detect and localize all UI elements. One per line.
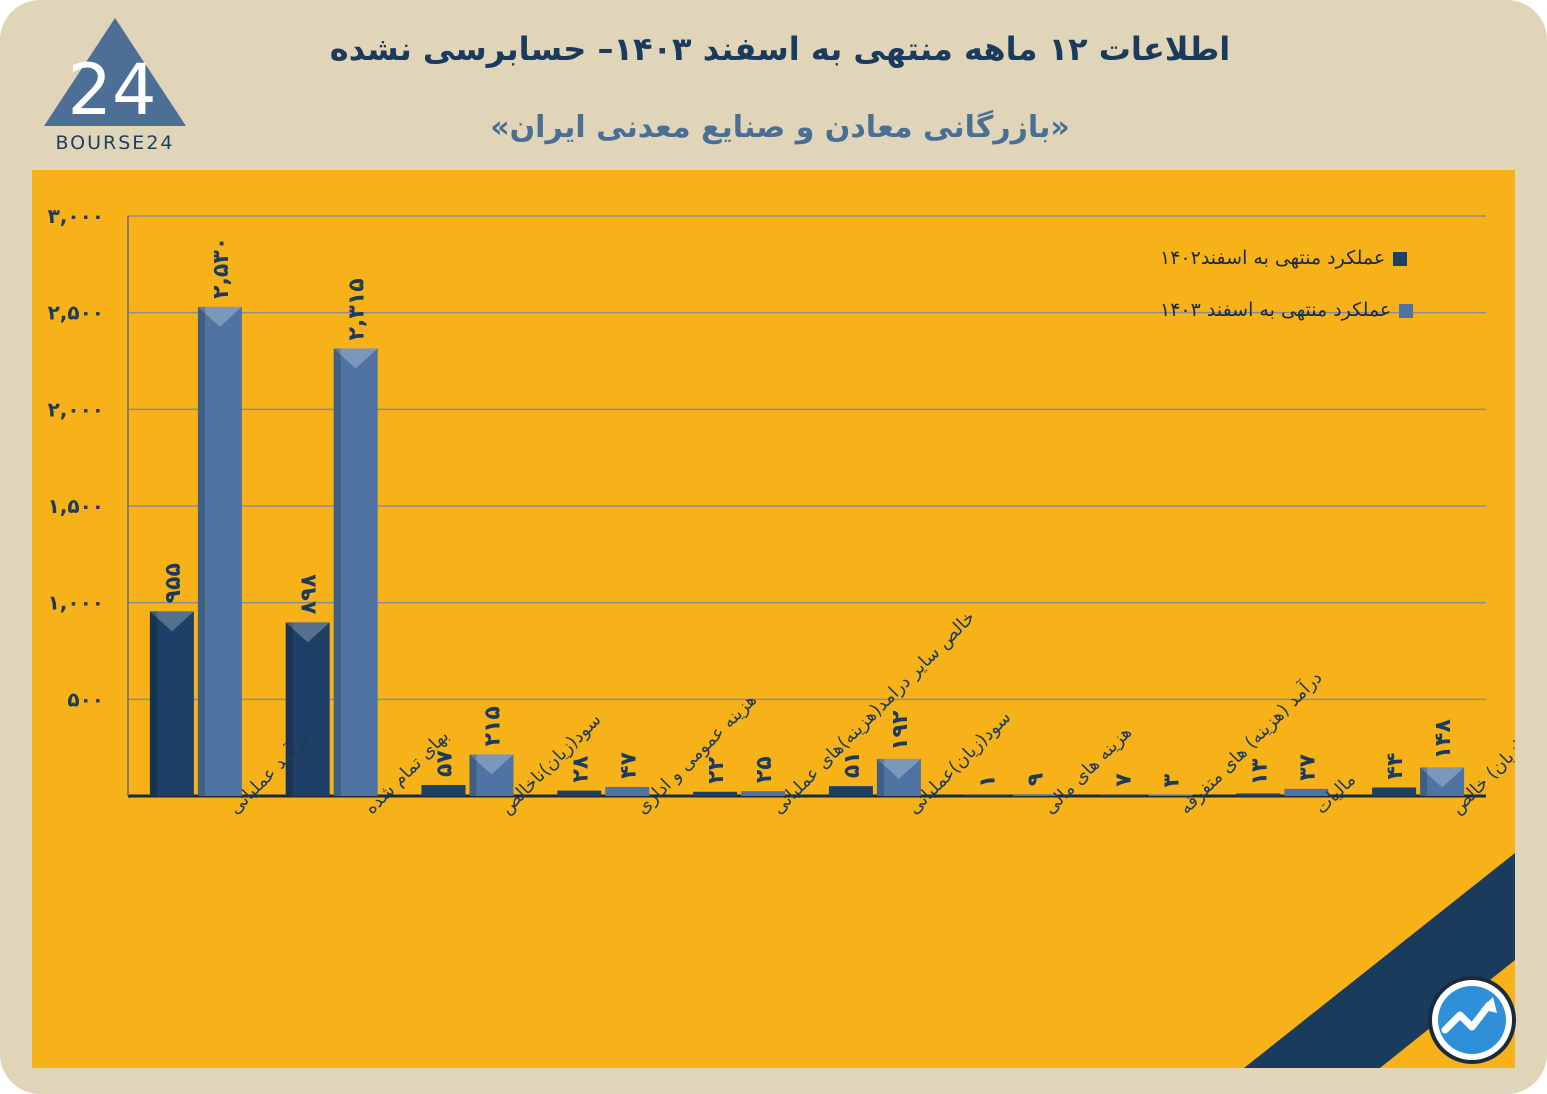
y-tick-label: ۲,۵۰۰ xyxy=(48,301,104,325)
bar-1402 xyxy=(1236,793,1281,796)
bar-value-label: ۸۹۸ xyxy=(297,574,322,615)
legend-label-1403: عملکرد منتهی به اسفند ۱۴۰۳ xyxy=(1160,299,1392,321)
bar-1402 xyxy=(1100,794,1145,796)
bar-1403 xyxy=(197,306,242,796)
bar-1402 xyxy=(964,794,1009,796)
legend-swatch-1403 xyxy=(1399,303,1414,318)
bar-value-label: ۹ xyxy=(1024,773,1049,786)
bar-shade xyxy=(1420,767,1428,796)
x-tick-label: هزینه عمومی و اداری xyxy=(632,690,761,819)
legend-item-1403: عملکرد منتهی به اسفند ۱۴۰۳ xyxy=(1160,299,1414,321)
y-tick-label: ۵۰۰ xyxy=(67,687,104,711)
bar-bevel xyxy=(469,754,514,775)
y-tick-label: ۳,۰۰۰ xyxy=(48,204,104,228)
bar-bevel xyxy=(1420,767,1465,788)
x-tick-label: سود(زیان) خالص xyxy=(1447,713,1515,819)
bar-value-label: ۲۵ xyxy=(752,756,777,783)
bar-value-label: ۱۹۲ xyxy=(888,710,913,751)
bourse24-logo: 24 xyxy=(44,18,186,131)
bar-1403 xyxy=(469,754,514,796)
legend-item-1402: عملکرد منتهی به اسفند۱۴۰۲ xyxy=(1160,247,1408,269)
y-tick-label: ۱,۵۰۰ xyxy=(48,494,104,518)
bar-bevel xyxy=(197,306,242,327)
bar-value-label: ۹۵۵ xyxy=(161,563,186,603)
trend-badge-icon xyxy=(1428,976,1516,1064)
bar-1402 xyxy=(421,784,466,796)
logo-text: BOURSE24 xyxy=(55,132,175,154)
bar-1402 xyxy=(557,790,602,796)
bar-1402 xyxy=(828,786,873,796)
bar-1403 xyxy=(605,786,650,796)
bar-value-label: ۲,۳۱۵ xyxy=(345,278,370,340)
bar-value-label: ۴۴ xyxy=(1383,753,1408,780)
bar-value-label: ۵۱ xyxy=(840,751,865,778)
chart-title: اطلاعات ۱۲ ماهه منتهی به اسفند ۱۴۰۳– حسا… xyxy=(329,30,1231,68)
logo-number: 24 xyxy=(67,49,156,131)
bar-value-label: ۲,۵۳۰ xyxy=(209,237,234,299)
bar-1403 xyxy=(333,348,378,796)
bar-1403 xyxy=(876,758,921,796)
chart-subtitle: «بازرگانی معادن و صنایع معدنی ایران» xyxy=(490,110,1070,145)
bar-shade xyxy=(876,758,884,796)
bar-1403 xyxy=(1148,794,1193,796)
bar-value-label: ۲۱۵ xyxy=(481,706,506,746)
bar-1402 xyxy=(1372,787,1417,796)
bar-value-label: ۵۷ xyxy=(433,750,458,777)
bar-1402 xyxy=(149,611,194,796)
bar-bevel xyxy=(285,622,330,643)
bar-shade xyxy=(197,306,205,796)
bar-shade xyxy=(285,622,293,796)
bar-shade xyxy=(469,754,477,796)
y-tick-label: ۲,۰۰۰ xyxy=(48,397,104,421)
bar-value-label: ۲۸ xyxy=(568,755,593,782)
bar-bevel xyxy=(149,611,194,632)
bar-value-label: ۷ xyxy=(1112,773,1137,787)
bar-1403 xyxy=(1420,767,1465,796)
bar-shade xyxy=(333,348,341,796)
bar-shade xyxy=(149,611,157,796)
bar-value-label: ۳ xyxy=(1160,773,1185,787)
y-tick-label: ۱,۰۰۰ xyxy=(48,591,104,615)
bar-value-label: ۳۷ xyxy=(1295,753,1320,780)
bar-value-label: ۱۴۸ xyxy=(1431,719,1456,760)
x-tick-label: هزینه های مالی xyxy=(1039,722,1136,819)
bar-1402 xyxy=(693,791,738,796)
bar-value-label: ۴۷ xyxy=(616,751,641,778)
legend-swatch-1402 xyxy=(1393,251,1408,266)
bar-1403 xyxy=(1284,788,1329,796)
y-tick-labels: ۵۰۰ ۱,۰۰۰ ۱,۵۰۰ ۲,۰۰۰ ۲,۵۰۰ ۳,۰۰۰ xyxy=(48,204,104,711)
bar-value-labels: ۹۵۵ ۲,۵۳۰ ۸۹۸ ۲,۳۱۵ ۵۷ ۲۱۵ ۲۸ ۴۷ ۲۲ ۲۵ ۵۱ ۱۹۲ ۱ ۹ ۷ ۳ ۱۳… xyxy=(161,237,1456,788)
bar-value-label: ۱۳ xyxy=(1247,758,1272,785)
bar-value-label: ۱ xyxy=(976,774,1001,787)
bar-1402 xyxy=(285,622,330,796)
bar-value-label: ۲۲ xyxy=(704,756,729,783)
bar-1403 xyxy=(741,791,786,796)
bar-bevel xyxy=(876,758,921,779)
bar-1403 xyxy=(1012,794,1057,796)
bars xyxy=(149,306,1465,796)
bar-bevel xyxy=(333,348,378,369)
legend-label-1402: عملکرد منتهی به اسفند۱۴۰۲ xyxy=(1160,247,1386,269)
